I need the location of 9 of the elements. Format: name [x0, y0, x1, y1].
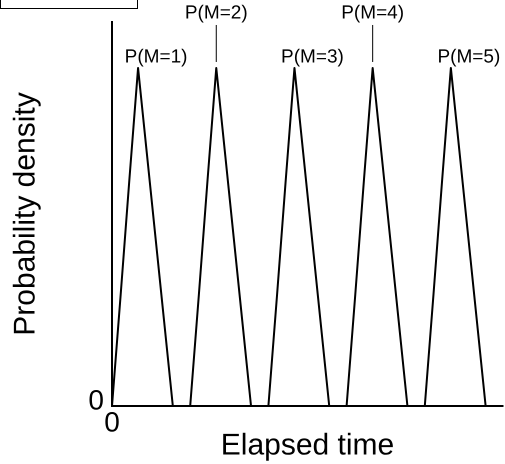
- text: P(M=5): [437, 46, 500, 68]
- y-axis-title: Probability density: [8, 92, 42, 336]
- x-axis-title: Elapsed time: [220, 428, 394, 462]
- text: P(M=4): [341, 2, 404, 24]
- text: P(M=1): [124, 46, 188, 68]
- text: 0: [88, 384, 104, 416]
- text: P(M=2): [184, 2, 248, 24]
- text: P(M=3): [281, 46, 344, 68]
- text: 0: [104, 406, 120, 438]
